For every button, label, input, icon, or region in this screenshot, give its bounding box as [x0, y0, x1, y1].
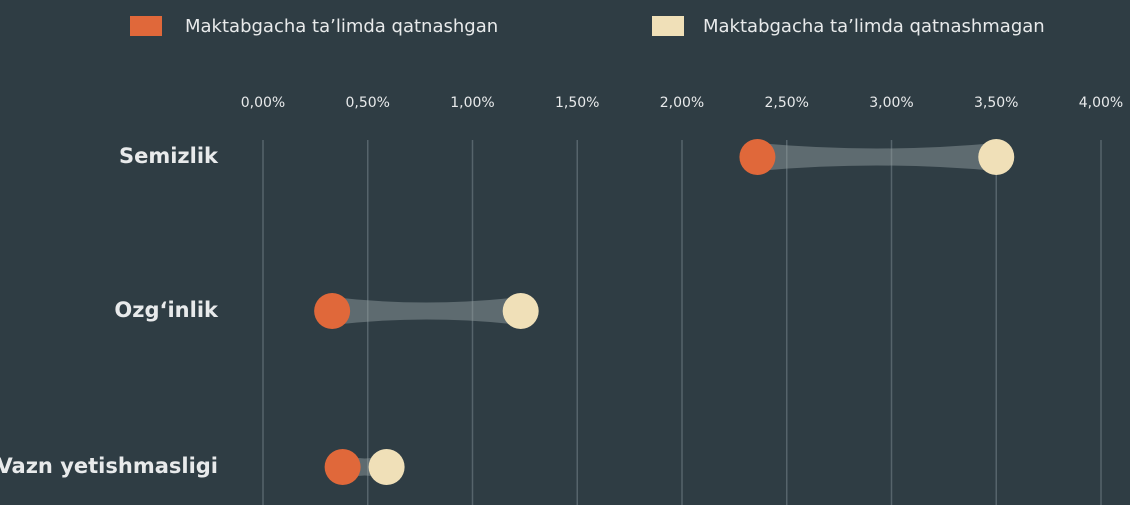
x-tick-label: 1,00%: [450, 95, 494, 111]
legend-swatch: [652, 16, 684, 36]
x-tick-label: 1,50%: [555, 95, 599, 111]
legend-label: Maktabgacha ta’limda qatnashmagan: [703, 16, 1045, 37]
connector: [757, 143, 997, 171]
dot: [502, 293, 539, 329]
category-label: Vazn yetishmasligi: [0, 454, 218, 478]
x-tick-label: 3,50%: [974, 95, 1018, 111]
legend-swatch: [130, 16, 162, 36]
x-tick-label: 2,00%: [660, 95, 704, 111]
dot: [324, 449, 361, 485]
legend-label: Maktabgacha ta’limda qatnashgan: [185, 16, 498, 37]
category-label: Semizlik: [119, 144, 219, 168]
category-label: Ozg‘inlik: [114, 298, 219, 322]
dot: [368, 449, 405, 485]
x-tick-label: 3,00%: [869, 95, 913, 111]
x-tick-label: 0,50%: [346, 95, 390, 111]
dot: [739, 139, 776, 175]
connector: [332, 297, 521, 325]
x-tick-label: 4,00%: [1079, 95, 1123, 111]
x-tick-label: 2,50%: [765, 95, 809, 111]
x-tick-label: 0,00%: [241, 95, 285, 111]
dot: [314, 293, 351, 329]
dot: [978, 139, 1015, 175]
